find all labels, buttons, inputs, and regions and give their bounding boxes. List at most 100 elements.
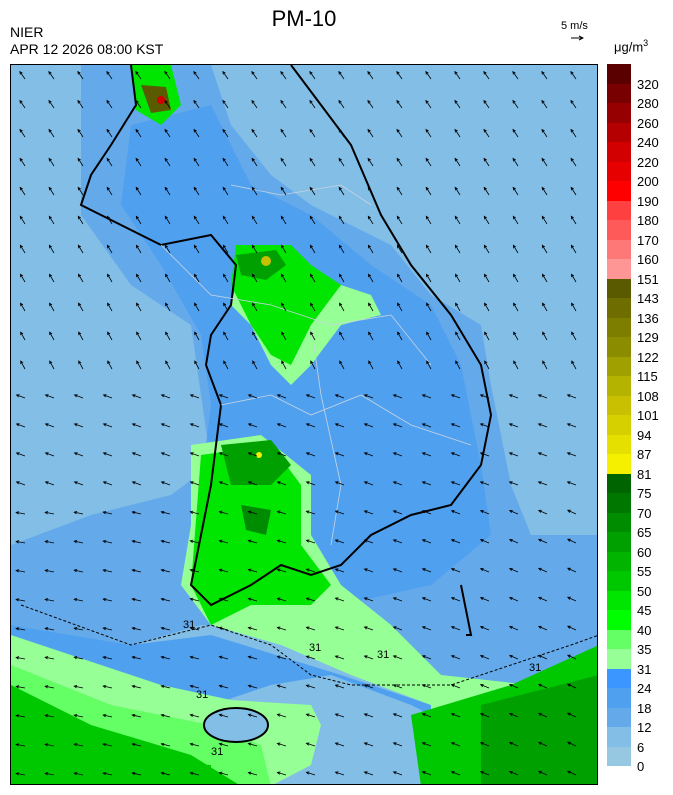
wind-arrow-icon <box>425 70 432 80</box>
wind-arrow-icon <box>537 481 548 486</box>
colorbar-tick-label: 200 <box>637 174 659 189</box>
wind-arrow-icon <box>15 656 26 660</box>
wind-arrow-icon <box>251 70 258 80</box>
wind-arrow-icon <box>310 331 316 341</box>
wind-arrow-icon <box>421 568 432 573</box>
agency-label: NIER <box>10 24 44 40</box>
wind-arrow-icon <box>483 157 490 167</box>
colorbar-swatch <box>607 493 631 513</box>
wind-arrow-icon <box>218 771 229 776</box>
wind-arrow-icon <box>570 157 577 167</box>
wind-arrow-icon <box>73 743 84 747</box>
wind-arrow-icon <box>20 302 26 312</box>
wind-arrow-icon <box>251 273 258 283</box>
wind-arrow-icon <box>102 481 113 486</box>
wind-arrow-icon <box>218 655 229 660</box>
wind-arrow-icon <box>135 157 142 167</box>
wind-arrow-icon <box>102 452 113 457</box>
wind-arrow-icon <box>508 654 519 660</box>
wind-arrow-icon <box>193 244 200 254</box>
wind-arrow-icon <box>392 626 403 631</box>
contour-label: 31 <box>377 649 389 661</box>
wind-arrow-icon <box>363 394 374 399</box>
wind-arrow-icon <box>160 771 171 776</box>
wind-arrow-icon <box>396 186 403 196</box>
wind-arrow-icon <box>131 452 142 457</box>
wind-arrow-icon <box>425 99 432 109</box>
wind-arrow-icon <box>44 540 55 544</box>
wind-arrow-icon <box>15 452 26 457</box>
wind-arrow-icon <box>537 741 548 747</box>
wind-arrow-icon <box>508 567 519 573</box>
wind-arrow-icon <box>106 70 113 80</box>
wind-arrow-icon <box>19 244 26 254</box>
wind-arrow-icon <box>338 99 345 109</box>
wind-arrow-icon <box>566 538 577 544</box>
wind-arrow-icon <box>508 423 519 428</box>
wind-arrow-icon <box>135 273 142 283</box>
wind-arrow-icon <box>421 713 432 718</box>
wind-arrow-icon <box>363 626 374 631</box>
wind-arrow-icon <box>305 452 316 457</box>
colorbar-swatch <box>607 356 631 376</box>
wind-arrow-icon <box>392 684 403 689</box>
wind-arrow-icon <box>541 273 548 283</box>
wind-arrow-icon <box>363 684 374 689</box>
wind-arrow-icon <box>541 157 548 167</box>
wind-arrow-icon <box>131 742 142 747</box>
map-field: 31 31 31 31 31 31 <box>11 65 597 784</box>
wind-arrow-icon <box>309 186 316 196</box>
colorbar-swatch <box>607 454 631 474</box>
wind-arrow-icon <box>135 215 142 225</box>
wind-arrow-icon <box>537 712 548 718</box>
colorbar-swatch <box>607 727 631 747</box>
wind-arrow-icon <box>454 215 461 225</box>
wind-arrow-icon <box>450 626 461 631</box>
wind-arrow-icon <box>247 684 258 689</box>
wind-arrow-icon <box>483 215 490 225</box>
wind-arrow-icon <box>537 567 548 573</box>
wind-arrow-icon <box>218 452 229 457</box>
wind-arrow-icon <box>131 713 142 718</box>
wind-arrow-icon <box>479 539 490 544</box>
wind-arrow-icon <box>276 626 287 631</box>
colorbar-swatch <box>607 83 631 103</box>
wind-arrow-icon <box>392 510 403 515</box>
wind-arrow-icon <box>48 244 55 254</box>
wind-arrow-icon <box>160 742 171 747</box>
wind-arrow-icon <box>280 215 287 225</box>
wind-arrow-icon <box>19 99 26 109</box>
wind-arrow-icon <box>15 394 26 399</box>
wind-arrow-icon <box>508 538 519 544</box>
pm10-map[interactable]: 31 31 31 31 31 31 <box>10 64 598 785</box>
wind-arrow-icon <box>512 244 519 254</box>
wind-arrow-icon <box>334 742 345 747</box>
wind-arrow-icon <box>421 481 432 486</box>
colorbar-swatch <box>607 590 631 610</box>
colorbar-tick-label: 320 <box>637 76 659 92</box>
wind-arrow-icon <box>247 481 258 486</box>
wind-arrow-icon <box>479 481 490 486</box>
wind-arrow-icon <box>44 598 55 602</box>
wind-arrow-icon <box>131 539 142 544</box>
wind-arrow-icon <box>19 186 26 196</box>
wind-arrow-icon <box>160 423 171 428</box>
wind-arrow-icon <box>305 394 316 399</box>
wind-arrow-icon <box>450 423 461 428</box>
wind-arrow-icon <box>483 70 490 80</box>
wind-arrow-icon <box>247 394 258 399</box>
wind-arrow-icon <box>223 360 229 370</box>
wind-arrow-icon <box>44 772 55 776</box>
wind-arrow-icon <box>189 771 200 776</box>
wind-arrow-icon <box>276 510 287 515</box>
wind-arrow-icon <box>218 626 229 631</box>
wind-arrow-icon <box>189 713 200 718</box>
wind-arrow-icon <box>189 539 200 544</box>
wind-arrow-icon <box>368 360 374 370</box>
wind-arrow-icon <box>450 481 461 486</box>
wind-arrow-icon <box>571 302 577 312</box>
wind-arrow-icon <box>276 597 287 602</box>
wind-arrow-icon <box>193 128 200 138</box>
wind-arrow-icon <box>77 273 84 283</box>
wind-arrow-icon <box>164 215 171 225</box>
